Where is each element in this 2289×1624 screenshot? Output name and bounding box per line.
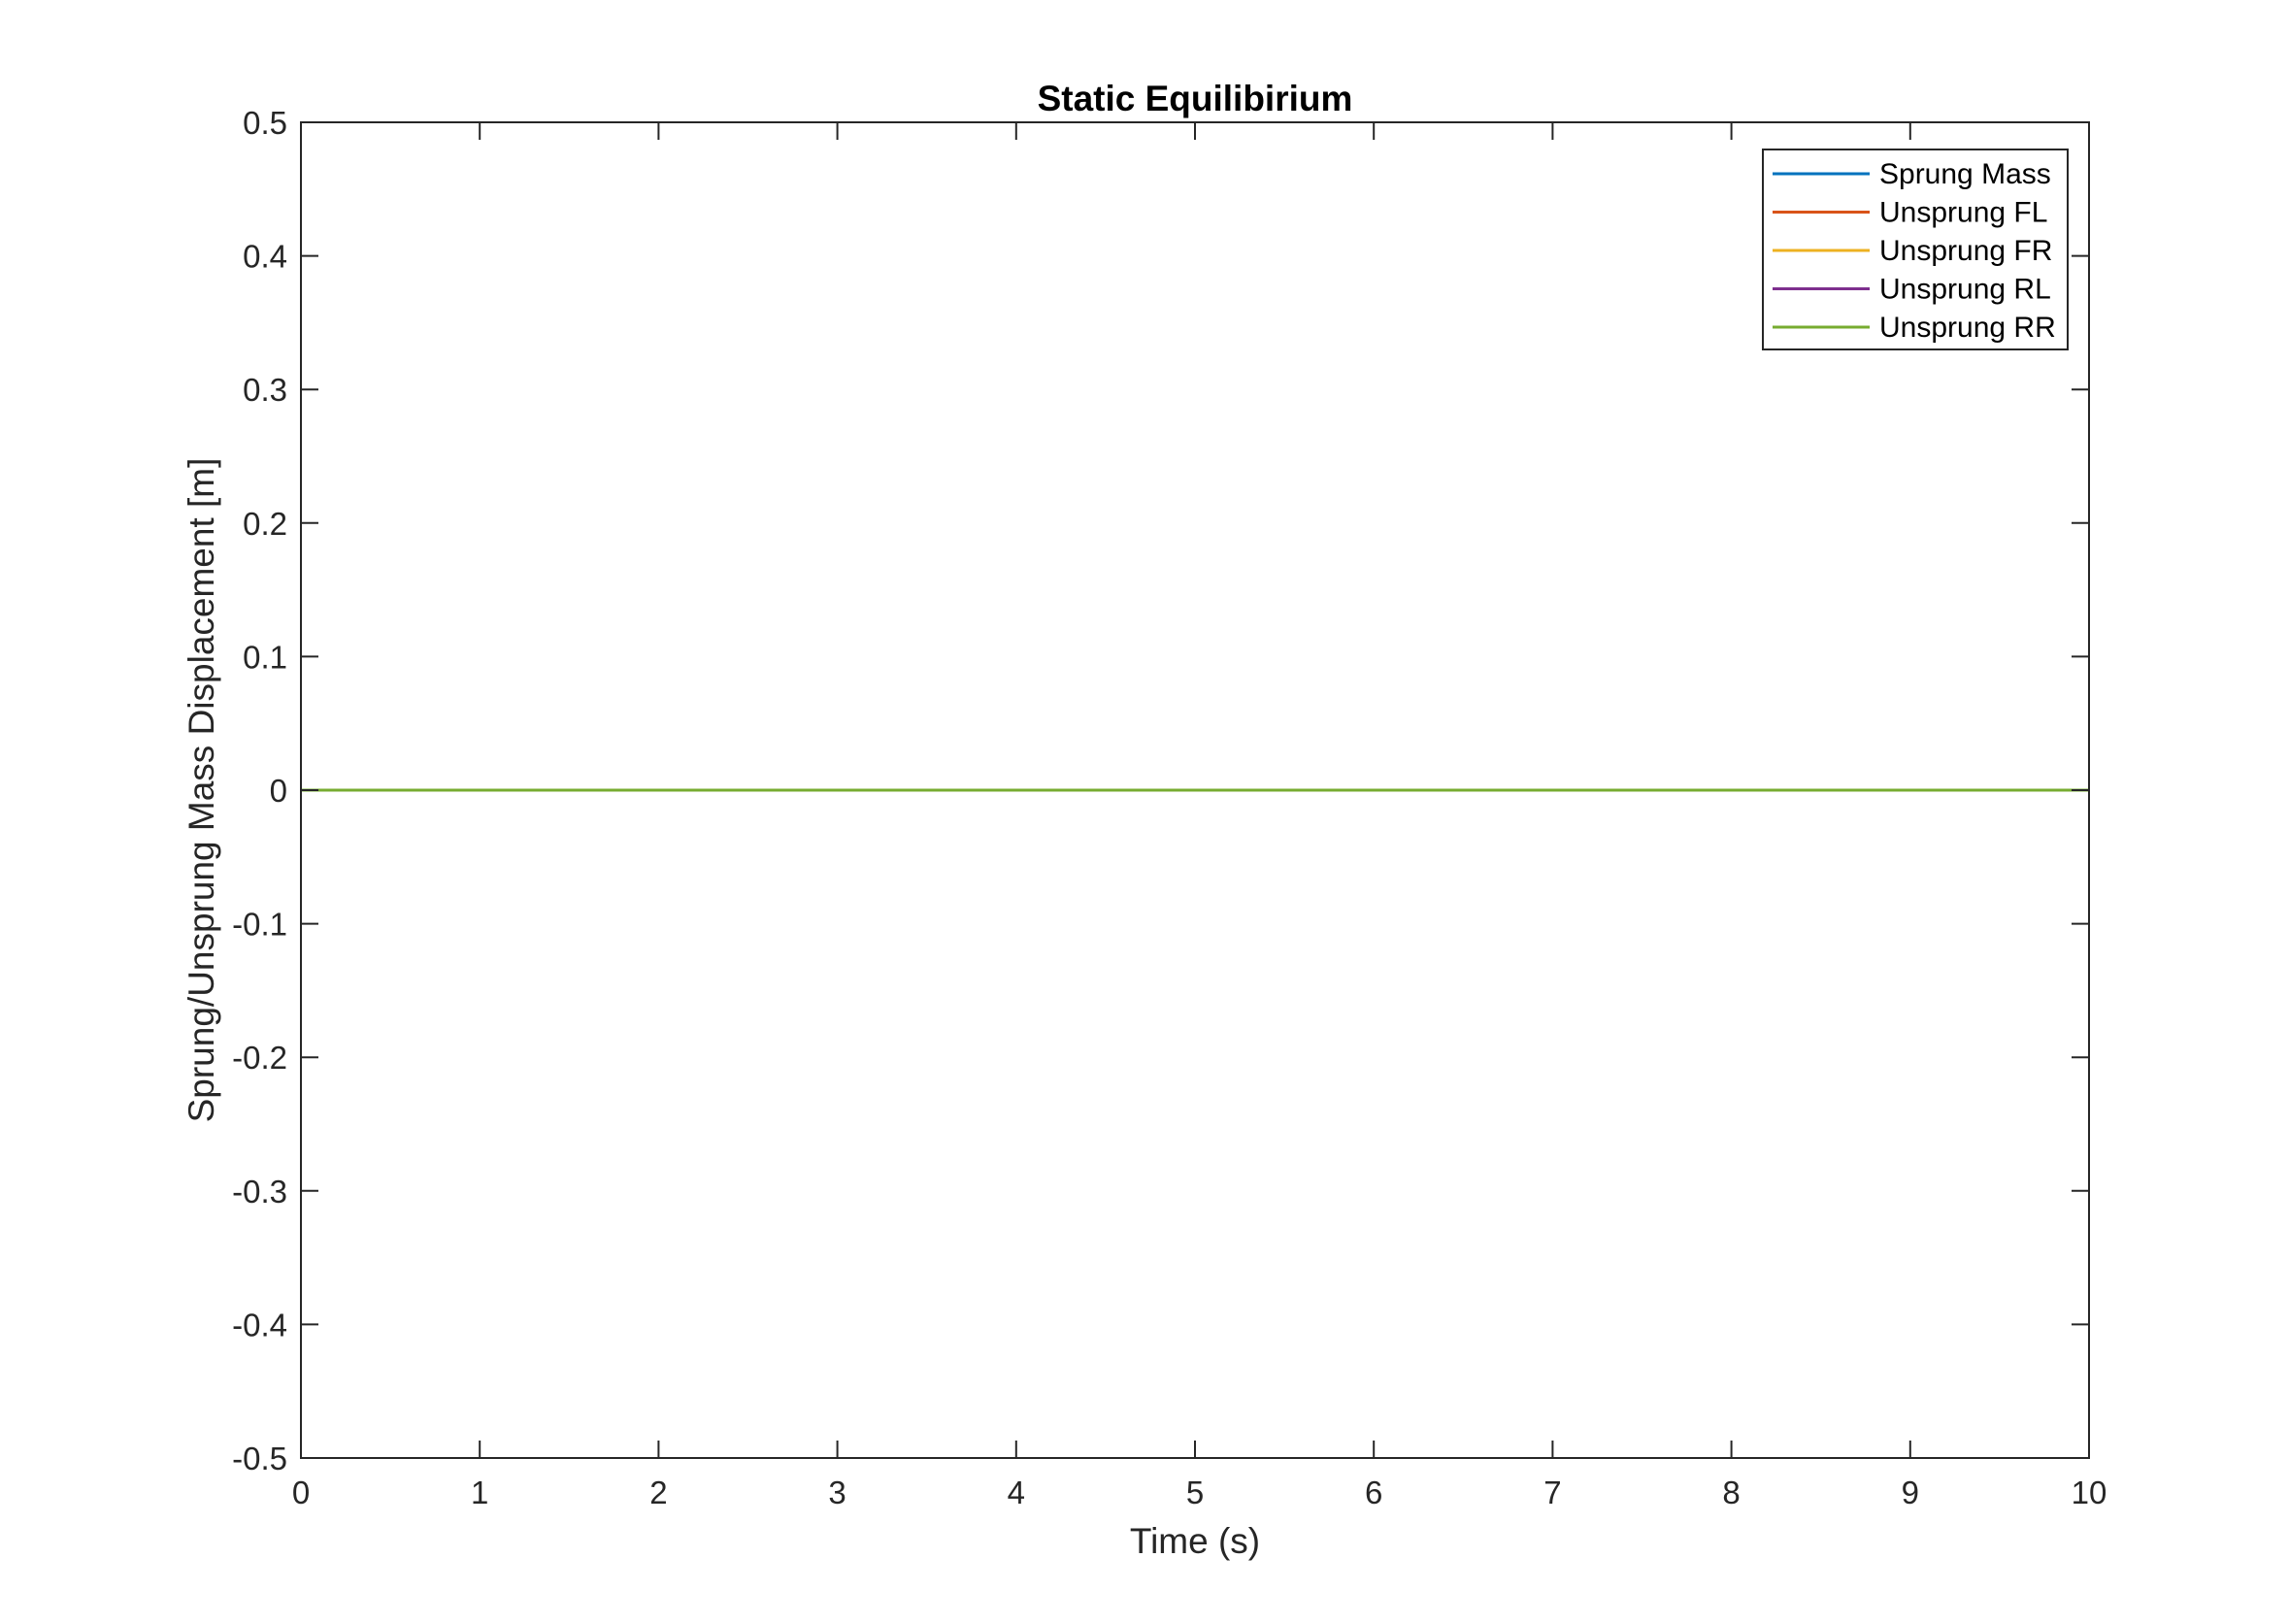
y-axis-label: Sprung/Unsprung Mass Displacement [m] bbox=[182, 458, 221, 1123]
y-tick-label: -0.5 bbox=[232, 1441, 287, 1476]
y-tick-label: 0.2 bbox=[243, 506, 287, 542]
y-tick-label: 0.4 bbox=[243, 239, 287, 275]
y-tick-label: 0 bbox=[270, 773, 287, 809]
legend-label: Unsprung RL bbox=[1879, 274, 2051, 306]
chart-title: Static Equilibirium bbox=[1038, 79, 1353, 118]
x-tick-label: 8 bbox=[1722, 1475, 1740, 1510]
y-tick-label: 0.3 bbox=[243, 372, 287, 408]
legend-label: Unsprung FR bbox=[1879, 235, 2052, 267]
legend: Sprung Mass Unsprung FL Unsprung FR Unsprun… bbox=[1762, 149, 2069, 350]
legend-label: Unsprung FL bbox=[1879, 197, 2047, 229]
legend-label: Unsprung RR bbox=[1879, 312, 2056, 344]
x-tick-label: 2 bbox=[649, 1475, 667, 1510]
x-tick-label: 1 bbox=[471, 1475, 488, 1510]
y-tick-label: 0.1 bbox=[243, 639, 287, 675]
ticks-layer: 0 1 2 3 4 5 6 7 8 9 10 -0.5 -0.4 -0.3 -0.2 -0.1 0 0.1 0.2 0… bbox=[232, 105, 2107, 1510]
y-tick-label: -0.2 bbox=[232, 1040, 287, 1076]
x-tick-label: 3 bbox=[828, 1475, 846, 1510]
x-tick-label: 4 bbox=[1008, 1475, 1025, 1510]
x-tick-label: 7 bbox=[1543, 1475, 1561, 1510]
legend-label: Sprung Mass bbox=[1879, 158, 2051, 190]
x-tick-label: 10 bbox=[2072, 1475, 2107, 1510]
y-tick-label: -0.3 bbox=[232, 1174, 287, 1210]
plot-frame bbox=[300, 121, 2090, 1459]
y-tick-label: -0.1 bbox=[232, 907, 287, 943]
x-axis-label: Time (s) bbox=[1130, 1521, 1260, 1561]
x-tick-label: 9 bbox=[1902, 1475, 1919, 1510]
y-tick-label: 0.5 bbox=[243, 105, 287, 141]
x-tick-label: 5 bbox=[1186, 1475, 1204, 1510]
x-tick-label: 0 bbox=[292, 1475, 310, 1510]
y-tick-label: -0.4 bbox=[232, 1307, 287, 1342]
x-tick-label: 6 bbox=[1365, 1475, 1382, 1510]
